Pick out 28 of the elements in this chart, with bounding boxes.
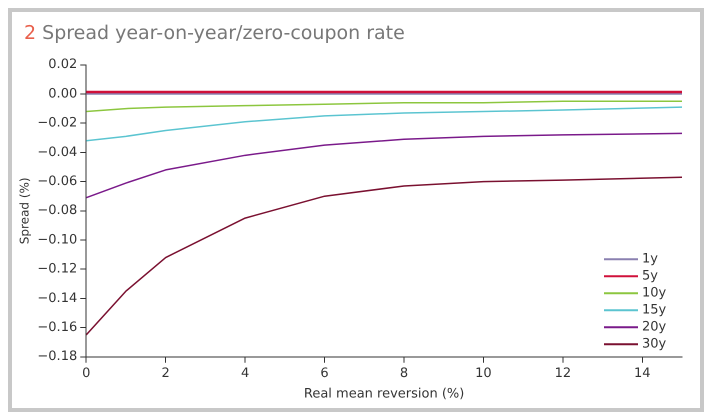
x-tick-label: 14 [634, 366, 651, 381]
x-tick-label: 8 [400, 366, 408, 381]
y-tick-label: −0.08 [37, 203, 78, 218]
y-tick-label: −0.02 [37, 116, 78, 131]
legend-label: 30y [642, 336, 667, 352]
y-tick-label: −0.16 [37, 320, 78, 335]
y-tick-label: −0.10 [37, 232, 78, 248]
y-tick-label: 0.02 [48, 57, 78, 72]
y-tick-label: −0.06 [37, 174, 78, 189]
legend-label: 5y [642, 268, 658, 284]
legend-label: 1y [642, 252, 658, 267]
x-tick-label: 12 [554, 366, 572, 381]
y-tick-label: −0.14 [37, 290, 78, 306]
y-tick-label: −0.04 [37, 144, 78, 160]
x-tick-label: 4 [240, 366, 250, 381]
legend-label: 15y [642, 302, 667, 318]
x-tick-label: 6 [320, 366, 329, 381]
y-tick-label: −0.18 [37, 349, 78, 364]
y-tick-label: −0.12 [37, 262, 78, 277]
x-tick-label: 10 [475, 366, 492, 381]
chart-title: 2 Spread year-on-year/zero-coupon rate [24, 22, 405, 44]
y-axis-title: Spread (%) [17, 177, 32, 244]
x-axis-title: Real mean reversion (%) [304, 386, 464, 402]
legend-label: 10y [642, 286, 667, 301]
y-tick-label: 0.00 [48, 86, 78, 102]
x-tick-label: 0 [82, 366, 90, 381]
x-tick-label: 2 [162, 366, 170, 381]
legend-label: 20y [642, 320, 667, 335]
